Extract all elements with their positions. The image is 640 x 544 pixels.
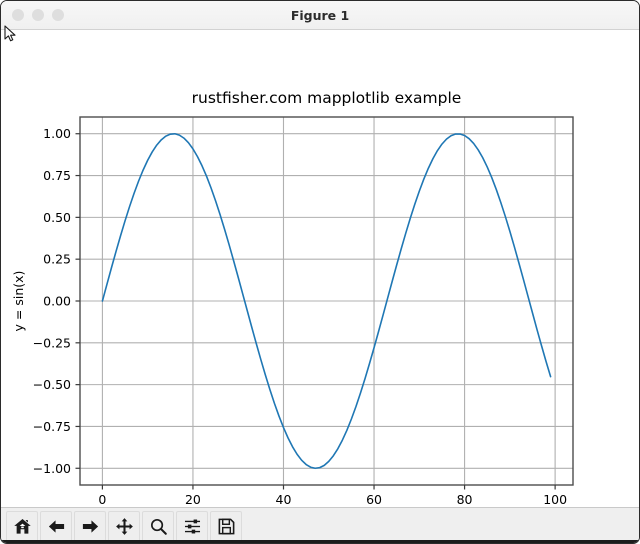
- back-button[interactable]: [40, 511, 72, 542]
- y-tick-labels: 1.00 0.75 0.50 0.25 0.00 −0.25 −0.50 −0.75 −1.00: [33, 126, 71, 476]
- arrow-right-icon: [82, 520, 98, 533]
- y-axis-label: y = sin(x): [11, 271, 26, 332]
- configure-subplots-button[interactable]: [176, 511, 208, 542]
- axis-ticks: [75, 133, 556, 490]
- y-tick-label: −0.25: [33, 335, 71, 350]
- figure-background: [1, 30, 639, 507]
- y-tick-label: 0.25: [43, 252, 71, 267]
- x-tick-label: 100: [543, 492, 567, 507]
- y-tick-label: −0.50: [33, 377, 71, 392]
- home-icon: [13, 519, 31, 534]
- y-tick-label: −0.75: [33, 419, 71, 434]
- move-icon: [115, 518, 133, 535]
- window-controls: [12, 9, 64, 21]
- x-tick-label: 40: [276, 492, 292, 507]
- magnifier-icon: [150, 519, 167, 535]
- window-bottom-edge: [1, 540, 639, 543]
- close-button[interactable]: [12, 9, 24, 21]
- zoom-button[interactable]: [52, 9, 64, 21]
- x-tick-labels: 0 20 40 60 80 100: [98, 492, 567, 507]
- plot-title: rustfisher.com mapplotlib example: [192, 89, 462, 107]
- data-line-sin: [101, 132, 552, 470]
- home-button[interactable]: [6, 511, 38, 542]
- y-tick-label: 0.50: [43, 210, 71, 225]
- sliders-icon: [184, 519, 200, 534]
- forward-button[interactable]: [74, 511, 106, 542]
- x-tick-label: 60: [366, 492, 382, 507]
- zoom-to-rect-button[interactable]: [142, 511, 174, 542]
- arrow-left-icon: [48, 520, 64, 533]
- x-tick-label: 20: [185, 492, 201, 507]
- figure-canvas[interactable]: 0 20 40 60 80 100 1.00 0.75 0.50 0.25 0.00 −0.25 −0…: [1, 30, 639, 507]
- window-titlebar: Figure 1: [1, 1, 639, 30]
- x-tick-label: 0: [98, 492, 106, 507]
- x-tick-label: 80: [457, 492, 473, 507]
- pan-button[interactable]: [108, 511, 140, 542]
- grid-lines: [80, 117, 573, 485]
- window-title: Figure 1: [290, 7, 350, 23]
- save-button[interactable]: [210, 511, 242, 542]
- navigation-toolbar: [1, 507, 639, 543]
- y-tick-label: −1.00: [33, 461, 71, 476]
- y-tick-label: 0.75: [43, 168, 71, 183]
- y-tick-label: 1.00: [43, 126, 71, 141]
- floppy-disk-icon: [218, 518, 234, 535]
- minimize-button[interactable]: [32, 9, 44, 21]
- y-tick-label: 0.00: [43, 294, 71, 309]
- sine-plot[interactable]: 0 20 40 60 80 100 1.00 0.75 0.50 0.25 0.00 −0.25 −0…: [1, 30, 639, 507]
